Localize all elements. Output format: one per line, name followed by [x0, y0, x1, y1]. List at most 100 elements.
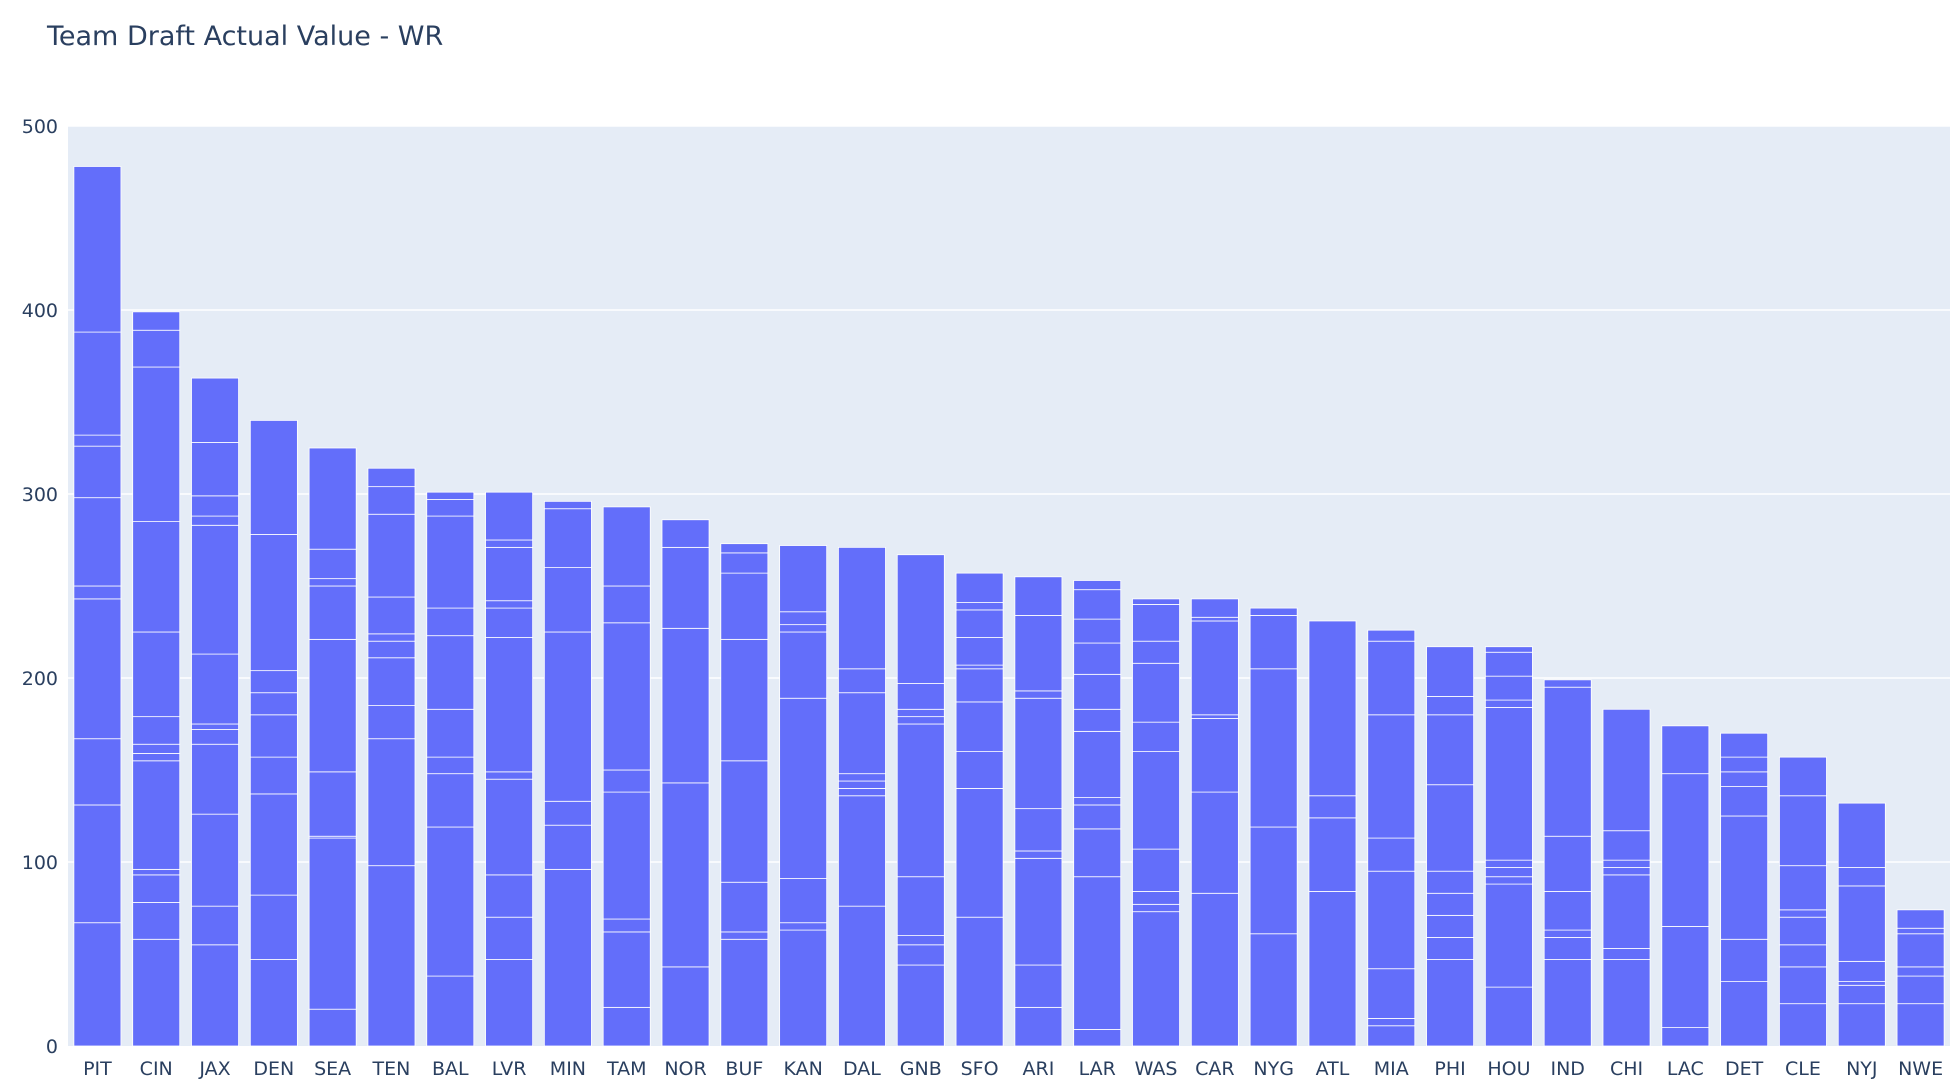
bar-segment — [896, 935, 945, 946]
x-tick-label: JAX — [198, 1058, 230, 1080]
bar-segment — [779, 929, 828, 1047]
bar-segment — [426, 826, 475, 977]
bar-segment — [838, 546, 886, 670]
bar-segment — [896, 716, 945, 725]
bar-segment — [426, 756, 475, 775]
bar-segment — [1190, 791, 1239, 894]
bar-segment — [602, 622, 651, 771]
bar-segment — [426, 635, 475, 710]
bar-segment — [1426, 696, 1475, 716]
bar-segment — [1543, 937, 1592, 960]
bar-segment — [1837, 984, 1886, 1005]
bar-segment — [720, 572, 769, 640]
bar-segment — [1543, 929, 1592, 938]
x-tick-label: CLE — [1785, 1058, 1821, 1080]
x-tick-label: LAC — [1667, 1058, 1704, 1080]
bar-segment — [1779, 795, 1827, 867]
x-tick-label: PIT — [83, 1058, 112, 1080]
x-tick-label: GNB — [900, 1058, 942, 1080]
bar-segment — [1367, 629, 1416, 642]
bar-segment — [838, 788, 886, 797]
bar-segment — [1014, 697, 1063, 810]
bar-segment — [73, 497, 122, 587]
x-tick-label: DAL — [843, 1058, 881, 1080]
bar-segment — [1132, 848, 1180, 892]
bar-segment — [1190, 620, 1239, 716]
bar-segment — [1132, 721, 1180, 752]
bar-segment — [1190, 718, 1239, 793]
bar-segment — [1720, 981, 1769, 1047]
x-tick-label: NOR — [664, 1058, 706, 1080]
bar-segment — [1132, 662, 1180, 723]
bar-segment — [1308, 891, 1357, 1047]
bar-segment — [1014, 690, 1063, 699]
bar-segment — [1426, 870, 1475, 894]
bar-segment — [1426, 959, 1475, 1047]
bar-segment — [426, 499, 475, 517]
bar-segment — [1249, 826, 1298, 935]
bar-segment — [1484, 707, 1533, 861]
bar-segment — [602, 791, 651, 920]
bar-segment — [1426, 784, 1475, 872]
bar-segment — [1073, 580, 1122, 591]
bar-segment — [191, 524, 239, 655]
bar-segment — [426, 773, 475, 828]
bar-segment — [132, 521, 181, 633]
bar-segment — [249, 793, 298, 896]
bar-segment — [426, 515, 475, 609]
bar-segment — [132, 631, 181, 718]
bar-segment — [191, 442, 239, 497]
bar-segment — [720, 543, 769, 554]
bar-segment — [1132, 911, 1180, 1047]
bar-segment — [1779, 1003, 1827, 1047]
bar-segment — [485, 546, 534, 602]
bar-segment — [249, 894, 298, 960]
bar-segment — [191, 905, 239, 946]
bar-segment — [1661, 773, 1710, 927]
bar-segment — [543, 631, 592, 802]
bar-segment — [838, 773, 886, 782]
bar-segment — [191, 377, 239, 443]
y-axis: 0 100 200 300 400 500 — [22, 116, 58, 1058]
bar-segment — [779, 611, 828, 626]
bar-segment — [1073, 618, 1122, 644]
bar-segment — [308, 771, 357, 837]
x-tick-label: PHI — [1434, 1058, 1465, 1080]
bar-segment — [1661, 926, 1710, 1029]
x-tick-label: IND — [1550, 1058, 1584, 1080]
bar-segment — [602, 918, 651, 933]
bar-segment — [955, 664, 1004, 670]
bar-segment — [308, 585, 357, 640]
bar-segment — [1308, 817, 1357, 892]
bar-segment — [779, 878, 828, 924]
bar-segment — [1132, 903, 1180, 913]
bar-segment — [1837, 960, 1886, 982]
bar-segment — [73, 331, 122, 436]
bar-segment — [543, 500, 592, 510]
bar-segment — [896, 876, 945, 936]
bar-segment — [1602, 959, 1651, 1047]
bar-segment — [1779, 756, 1827, 797]
bar-segment — [308, 447, 357, 550]
bar-segment — [1896, 1003, 1945, 1047]
y-tick-label: 200 — [22, 668, 58, 690]
bar-segment — [1602, 948, 1651, 960]
bar-segment — [1014, 808, 1063, 852]
bar-segment — [1837, 981, 1886, 986]
bar-segment — [955, 637, 1004, 666]
bar-segment — [661, 966, 710, 1047]
bar-segment — [779, 922, 828, 931]
bar-segment — [367, 596, 416, 635]
bar-segment — [132, 366, 181, 523]
bar-segment — [838, 780, 886, 789]
bar-segment — [485, 959, 534, 1047]
bar-segment — [132, 716, 181, 745]
bar-segment — [720, 552, 769, 574]
bar-segment — [661, 782, 710, 968]
bar-segment — [1484, 859, 1533, 868]
bar-segment — [249, 534, 298, 672]
bar-segment — [1426, 937, 1475, 960]
bar-segment — [308, 548, 357, 580]
bar-segment — [1837, 802, 1886, 868]
bar-segment — [426, 491, 475, 500]
